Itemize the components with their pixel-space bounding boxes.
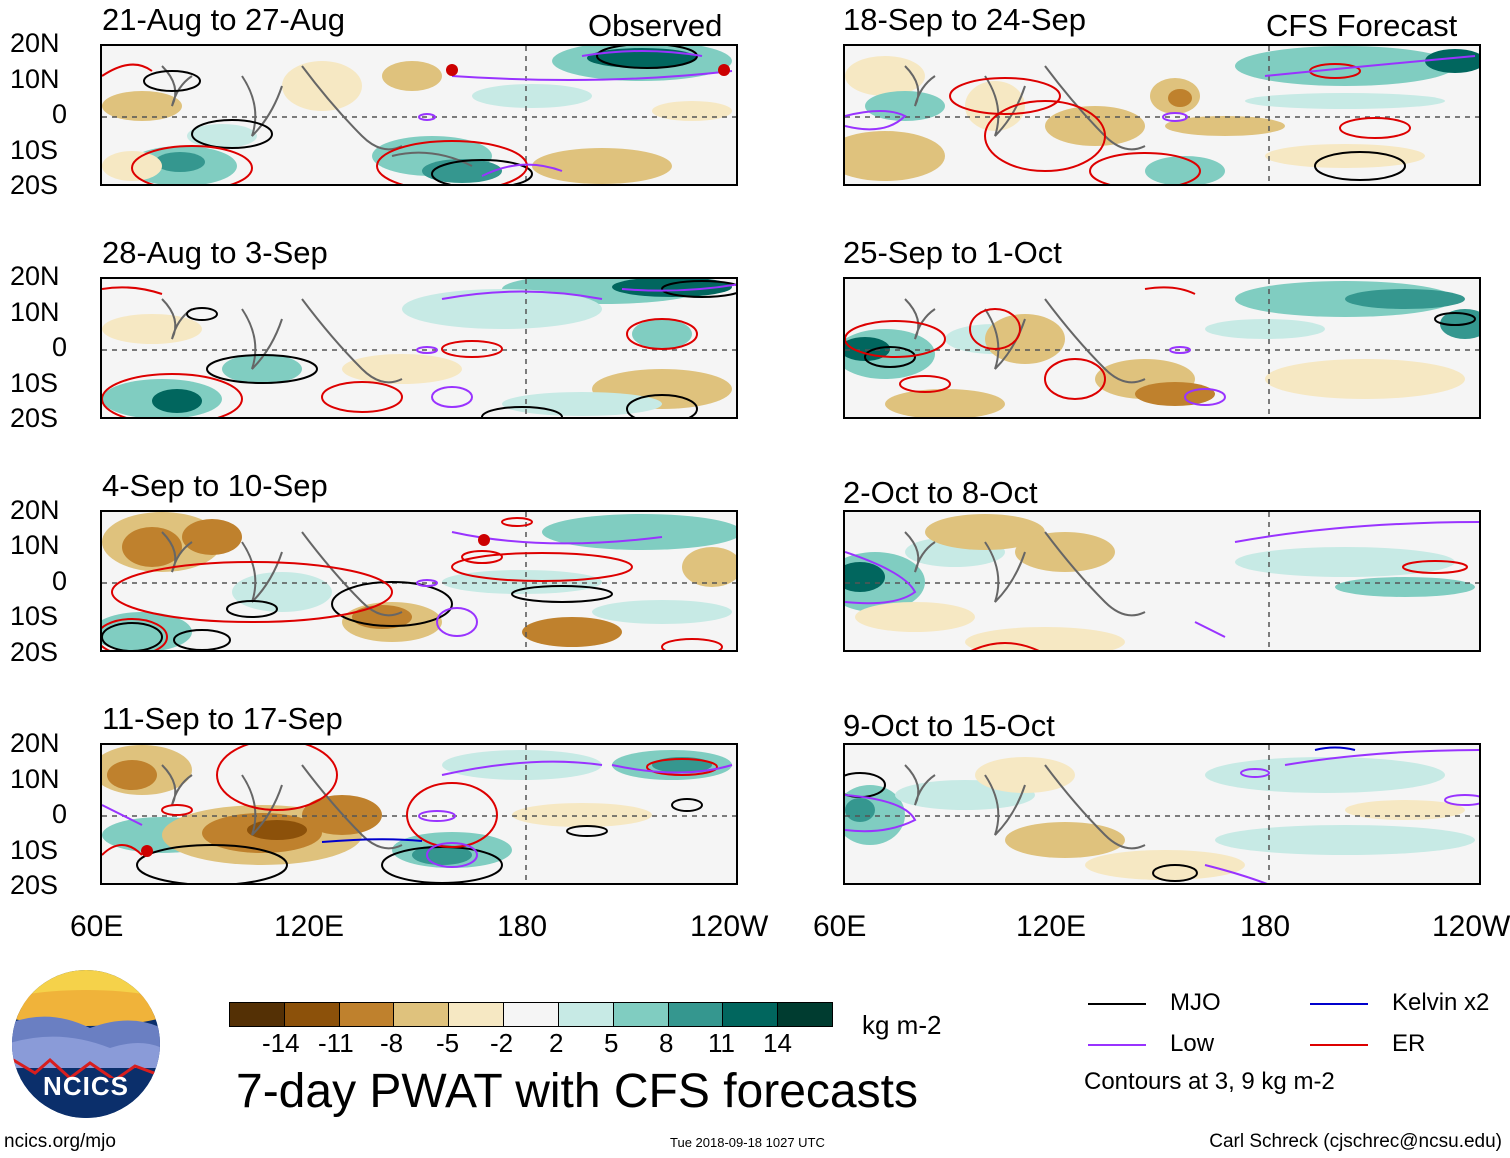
panel-title-7: 11-Sep to 17-Sep — [102, 701, 343, 736]
colorbar-segment — [613, 1003, 669, 1026]
colorbar-segment — [449, 1003, 505, 1026]
lon-label: 120E — [1016, 910, 1087, 943]
lat-label: 10S — [10, 835, 59, 865]
lat-label: 0 — [52, 332, 68, 362]
colorbar-segment — [723, 1003, 779, 1026]
legend-label-mjo: MJO — [1170, 989, 1221, 1016]
lat-label: 0 — [52, 99, 68, 129]
colorbar-tick-label: 8 — [659, 1028, 674, 1058]
legend-line-low — [1088, 1044, 1146, 1046]
map-panel-5 — [100, 510, 738, 652]
legend-label-er: ER — [1392, 1030, 1426, 1057]
lon-label: 120W — [1432, 910, 1510, 943]
colorbar-tick-label: -2 — [490, 1028, 514, 1058]
ncics-logo: NCICS — [10, 968, 162, 1120]
colorbar-tick-label: -8 — [380, 1028, 404, 1058]
legend-line-mjo — [1088, 1003, 1146, 1005]
lon-label: 180 — [1240, 910, 1291, 943]
figure-title: 7-day PWAT with CFS forecasts — [236, 1065, 918, 1118]
footer-url[interactable]: ncics.org/mjo — [4, 1131, 116, 1152]
map-panel-1 — [100, 44, 738, 186]
lon-label: 60E — [813, 910, 867, 943]
colorbar-tick-label: -5 — [436, 1028, 460, 1058]
logo-text: NCICS — [43, 1071, 129, 1101]
panel-title-2: 18-Sep to 24-Sep — [843, 2, 1087, 37]
lat-label: 10S — [10, 368, 59, 398]
legend-label-kelvin: Kelvin x2 — [1392, 989, 1490, 1016]
lat-label: 10N — [10, 297, 60, 327]
lat-label: 0 — [52, 799, 68, 829]
footer-timestamp: Tue 2018-09-18 1027 UTC — [670, 1135, 825, 1150]
colorbar-segment — [504, 1003, 559, 1026]
panel-tag-forecast: CFS Forecast — [1266, 8, 1458, 43]
colorbar-segment — [284, 1003, 340, 1026]
map-panel-4 — [843, 277, 1481, 419]
legend-label-low: Low — [1170, 1030, 1215, 1057]
lon-label: 180 — [497, 910, 548, 943]
lat-label: 20N — [10, 28, 60, 58]
map-panel-7 — [100, 743, 738, 885]
colorbar — [229, 1002, 833, 1027]
panel-title-3: 28-Aug to 3-Sep — [102, 235, 328, 270]
colorbar-tick-label: 14 — [763, 1028, 792, 1058]
lat-label: 0 — [52, 566, 68, 596]
lat-label: 10N — [10, 764, 60, 794]
panel-title-5: 4-Sep to 10-Sep — [102, 468, 328, 503]
lat-label: 20S — [10, 170, 59, 200]
colorbar-segment — [230, 1003, 285, 1026]
lat-label: 20S — [10, 637, 59, 667]
lat-label: 20N — [10, 261, 60, 291]
colorbar-segment — [668, 1003, 724, 1026]
lat-label: 20S — [10, 870, 59, 900]
colorbar-segment — [558, 1003, 614, 1026]
lat-label: 10S — [10, 135, 59, 165]
map-panel-3 — [100, 277, 738, 419]
lat-label: 10N — [10, 64, 60, 94]
lon-label: 120E — [274, 910, 345, 943]
colorbar-tick-label: 11 — [708, 1028, 735, 1058]
legend-note: Contours at 3, 9 kg m-2 — [1084, 1068, 1335, 1095]
panel-title-6: 2-Oct to 8-Oct — [843, 475, 1038, 510]
panel-tag-observed: Observed — [588, 8, 723, 43]
legend-line-er — [1310, 1044, 1368, 1046]
lat-label: 10S — [10, 601, 59, 631]
colorbar-segment — [778, 1003, 832, 1026]
panel-title-8: 9-Oct to 15-Oct — [843, 708, 1055, 743]
lat-label: 20S — [10, 403, 59, 433]
colorbar-tick-label: 2 — [549, 1028, 564, 1058]
lat-label: 20N — [10, 495, 60, 525]
ncics-logo-graphic — [12, 970, 160, 1118]
map-panel-8 — [843, 743, 1481, 885]
lat-label: 20N — [10, 728, 60, 758]
colorbar-tick-label: -14 — [262, 1028, 300, 1058]
colorbar-unit: kg m-2 — [862, 1010, 942, 1040]
legend-line-kelvin — [1310, 1003, 1368, 1005]
lat-label: 10N — [10, 530, 60, 560]
map-panel-2 — [843, 44, 1481, 186]
colorbar-segment — [339, 1003, 395, 1026]
panel-title-4: 25-Sep to 1-Oct — [843, 235, 1062, 270]
map-panel-6 — [843, 510, 1481, 652]
colorbar-segment — [394, 1003, 450, 1026]
lon-label: 120W — [690, 910, 769, 943]
lon-label: 60E — [70, 910, 124, 943]
panel-title-1: 21-Aug to 27-Aug — [102, 2, 346, 37]
colorbar-tick-label: -11 — [318, 1028, 354, 1058]
footer-credit: Carl Schreck (cjschrec@ncsu.edu) — [1209, 1131, 1502, 1152]
colorbar-tick-label: 5 — [604, 1028, 619, 1058]
